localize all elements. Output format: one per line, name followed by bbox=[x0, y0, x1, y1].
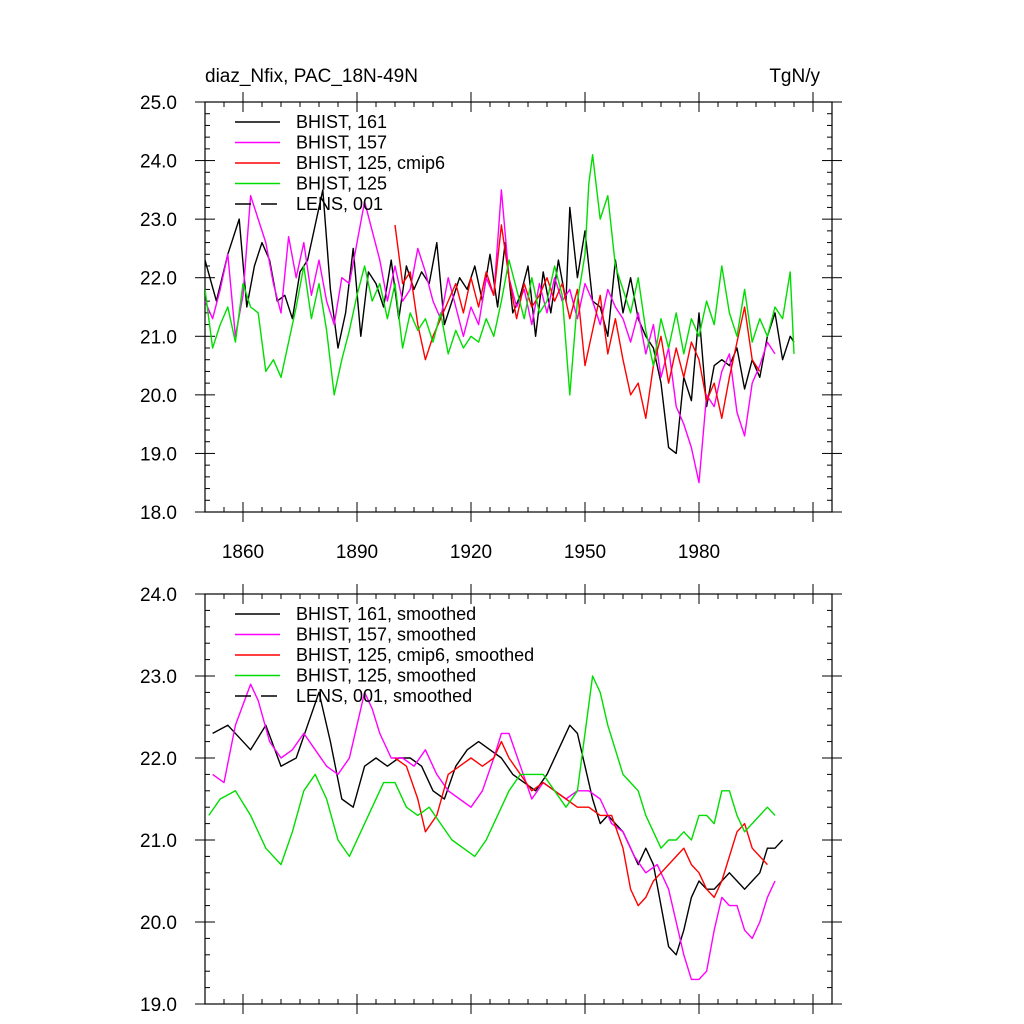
y-tick-label: 19.0 bbox=[140, 995, 177, 1016]
legend-label: BHIST, 157, smoothed bbox=[296, 625, 476, 645]
x-tick-label: 1860 bbox=[222, 542, 264, 563]
legend-label: BHIST, 125, cmip6 bbox=[296, 153, 445, 173]
series-line-bhist-125-cmip6-smoothed bbox=[394, 740, 768, 907]
series-group bbox=[208, 675, 784, 981]
y-tick-label: 20.0 bbox=[140, 386, 177, 407]
legend-label: LENS, 001 bbox=[296, 194, 383, 214]
legend-label: BHIST, 125, smoothed bbox=[296, 666, 476, 686]
y-tick-label: 25.0 bbox=[140, 93, 177, 114]
y-tick-label: 21.0 bbox=[140, 327, 177, 348]
x-tick-label: 1890 bbox=[336, 542, 378, 563]
y-tick-label: 24.0 bbox=[140, 585, 177, 606]
series-line-bhist-157 bbox=[205, 189, 776, 484]
top-panel: 1860 1890 1920 1950 1980 18.0 19.0 20.0 21.0 22.0… bbox=[140, 92, 842, 563]
chart-title: diaz_Nfix, PAC_18N-49N bbox=[205, 66, 418, 87]
x-tick-label: 1980 bbox=[678, 542, 720, 563]
x-tick-label: 1950 bbox=[564, 542, 606, 563]
legend-label: BHIST, 125, cmip6, smoothed bbox=[296, 645, 534, 665]
series-line-bhist-161-smoothed bbox=[212, 691, 784, 956]
y-tick-label: 18.0 bbox=[140, 503, 177, 524]
y-tick-label: 22.0 bbox=[140, 269, 177, 290]
bottom-panel: 19.0 20.0 21.0 22.0 23.0 24.0 BHIST, 161, smoo… bbox=[140, 584, 842, 1016]
units-label: TgN/y bbox=[769, 66, 820, 87]
y-tick-label: 23.0 bbox=[140, 210, 177, 231]
x-tick-label: 1920 bbox=[450, 542, 492, 563]
series-line-bhist-125 bbox=[205, 153, 795, 396]
y-tick-label: 22.0 bbox=[140, 749, 177, 770]
series-line-bhist-157-smoothed bbox=[212, 683, 776, 981]
y-tick-label: 20.0 bbox=[140, 913, 177, 934]
series-line-bhist-125-cmip6 bbox=[394, 224, 761, 419]
legend-label: BHIST, 161 bbox=[296, 112, 387, 132]
legend-label: BHIST, 157 bbox=[296, 133, 387, 153]
y-tick-label: 21.0 bbox=[140, 831, 177, 852]
y-tick-label: 23.0 bbox=[140, 667, 177, 688]
legend-label: LENS, 001, smoothed bbox=[296, 686, 472, 706]
legend-label: BHIST, 125 bbox=[296, 174, 387, 194]
plot-frame bbox=[204, 593, 833, 1005]
y-tick-label: 24.0 bbox=[140, 152, 177, 173]
series-line-bhist-125-smoothed bbox=[208, 675, 776, 866]
plot-frame bbox=[204, 101, 833, 513]
y-tick-label: 19.0 bbox=[140, 444, 177, 465]
legend-label: BHIST, 161, smoothed bbox=[296, 604, 476, 624]
series-group bbox=[205, 153, 795, 484]
